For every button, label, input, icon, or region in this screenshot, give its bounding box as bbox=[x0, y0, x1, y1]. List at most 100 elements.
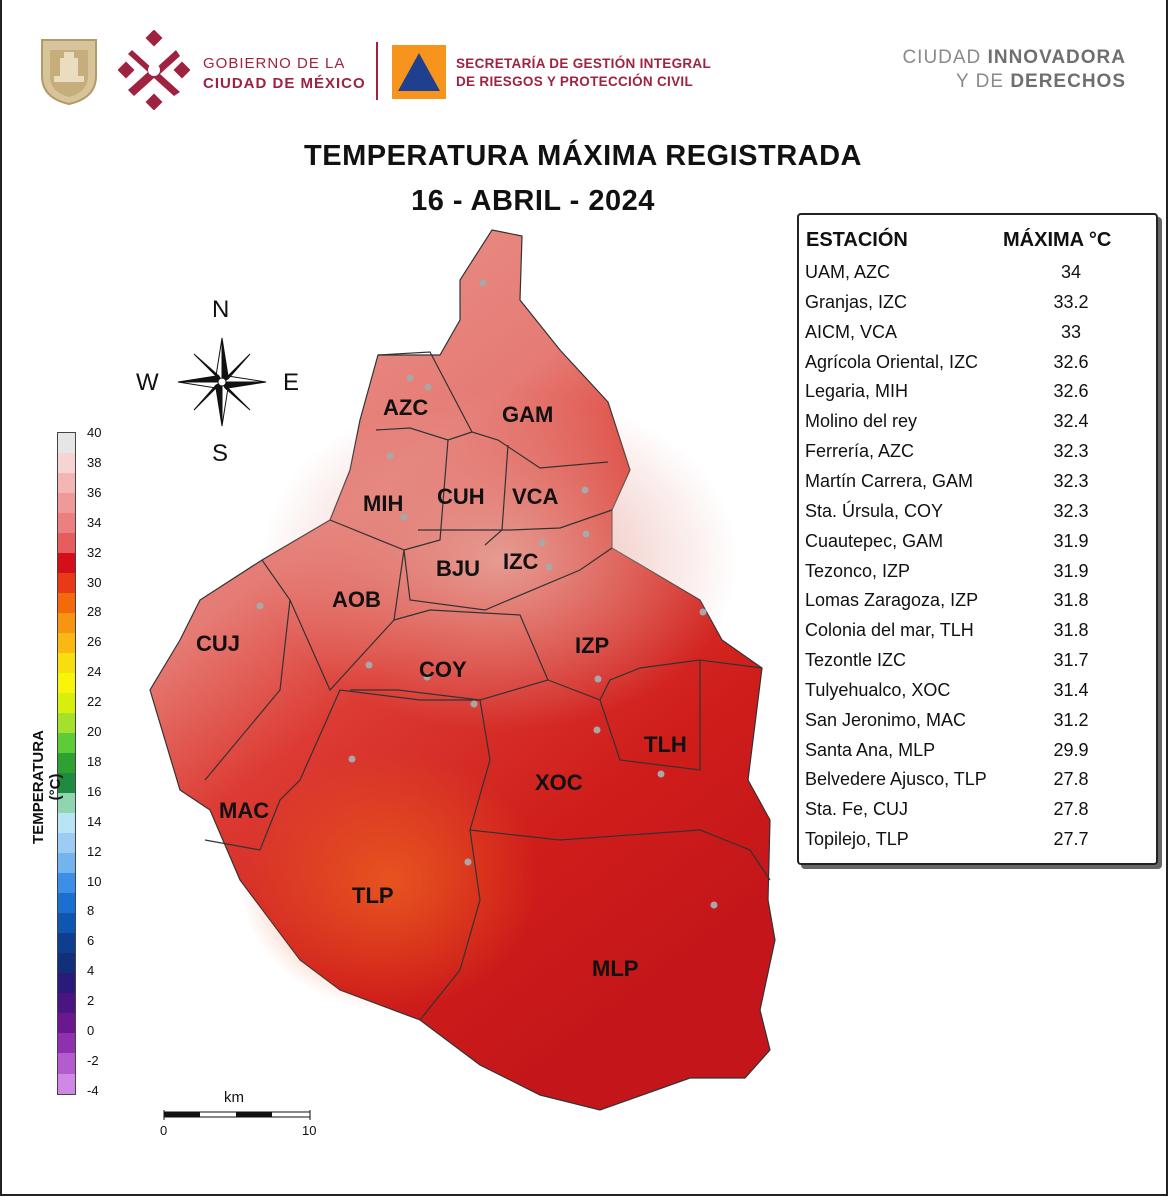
central-cool-zone bbox=[260, 390, 740, 730]
label-vca: VCA bbox=[512, 484, 559, 509]
legend-color-step bbox=[58, 713, 75, 734]
station-name: Tezontle IZC bbox=[805, 650, 907, 671]
legend-color-step bbox=[58, 513, 75, 534]
legend-color-step bbox=[58, 933, 75, 954]
station-max-temp: 32.6 bbox=[1053, 381, 1089, 402]
tlp-hot-zone bbox=[240, 750, 540, 1010]
legend-tick-label: 2 bbox=[87, 993, 95, 1009]
label-izp: IZP bbox=[575, 633, 610, 658]
legend-color-step bbox=[58, 873, 75, 894]
station-name: Tulyehualco, XOC bbox=[805, 679, 951, 700]
station-max-temp: 31.7 bbox=[1053, 650, 1089, 671]
station-max-temp: 34 bbox=[1060, 262, 1082, 282]
legend-title: TEMPERATURA (°C) bbox=[30, 730, 64, 844]
legend-tick-label: 38 bbox=[87, 454, 102, 470]
station-name: Agrícola Oriental, IZC bbox=[805, 351, 979, 372]
cdmx-coat-of-arms-icon bbox=[41, 39, 97, 106]
secretaria-line-1: SECRETARÍA DE GESTIÓN INTEGRAL bbox=[456, 56, 712, 71]
legend-tick-label: -2 bbox=[87, 1052, 99, 1068]
table-row: Martín Carrera, GAM 32.3 bbox=[805, 471, 1145, 501]
legend-color-step bbox=[58, 613, 75, 634]
legend-tick-label: 20 bbox=[87, 724, 102, 739]
station-max-temp: 32.3 bbox=[1053, 500, 1089, 521]
station-name: Lomas Zaragoza, IZP bbox=[805, 590, 979, 611]
legend-tick-label: 14 bbox=[87, 813, 102, 829]
table-row: Colonia del mar, TLH 31.8 bbox=[805, 620, 1145, 650]
legend-color-step bbox=[58, 813, 75, 834]
station-name: Ferrería, AZC bbox=[805, 441, 915, 462]
compass-east: E bbox=[283, 369, 300, 396]
legend-color-step bbox=[58, 733, 75, 754]
legend-tick-label: 4 bbox=[87, 963, 95, 979]
label-mac: MAC bbox=[219, 798, 270, 823]
secretaria-name: SECRETARÍA DE GESTIÓN INTEGRAL DE RIESGO… bbox=[456, 55, 711, 91]
gov-line-1: GOBIERNO DE LA bbox=[203, 55, 346, 72]
station-max-temp: 32.4 bbox=[1053, 411, 1089, 432]
station-max-temp: 31.4 bbox=[1053, 679, 1089, 700]
legend-color-step bbox=[58, 693, 75, 714]
legend-color-step bbox=[58, 893, 75, 914]
header-banner: GOBIERNO DE LA CIUDAD DE MÉXICO SECRETAR… bbox=[0, 0, 1170, 130]
legend-color-step bbox=[58, 1053, 75, 1074]
station-max-temp: 33.2 bbox=[1053, 291, 1089, 312]
legend-tick-label: -4 bbox=[87, 1082, 99, 1098]
legend-color-step bbox=[58, 1013, 75, 1034]
compass-rose-icon bbox=[177, 337, 267, 427]
legend-tick-label: 28 bbox=[87, 604, 102, 620]
cdmx-logo-icon bbox=[118, 30, 190, 110]
label-coy: COY bbox=[419, 657, 467, 682]
legend-tick-label: 24 bbox=[87, 664, 102, 680]
map-title: TEMPERATURA MÁXIMA REGISTRADA bbox=[304, 140, 862, 172]
label-azc: AZC bbox=[383, 395, 429, 420]
header-divider bbox=[376, 42, 378, 100]
station-max-temp: 27.8 bbox=[1053, 769, 1089, 790]
label-tlp: TLP bbox=[352, 883, 394, 908]
station-name: Belvedere Ajusco, TLP bbox=[805, 769, 987, 790]
legend-color-step bbox=[58, 773, 75, 794]
legend-tick-label: 6 bbox=[87, 933, 95, 949]
compass-south: S bbox=[212, 440, 229, 467]
legend-tick-label: 26 bbox=[87, 634, 102, 650]
station-name: Legaria, MIH bbox=[805, 381, 909, 402]
station-name: Cuautepec, GAM bbox=[805, 530, 944, 551]
table-row: Tulyehualco, XOC 31.4 bbox=[805, 680, 1145, 710]
map-date: 16 - ABRIL - 2024 bbox=[411, 185, 655, 217]
legend-color-step bbox=[58, 1073, 75, 1094]
legend-color-step bbox=[58, 953, 75, 974]
legend-color-step bbox=[58, 473, 75, 494]
table-row: AICM, VCA 33 bbox=[805, 322, 1145, 352]
legend-tick-label: 12 bbox=[87, 843, 102, 859]
table-row: Belvedere Ajusco, TLP 27.8 bbox=[805, 769, 1145, 799]
compass-north: N bbox=[212, 296, 230, 323]
legend-tick-label: 16 bbox=[87, 783, 102, 799]
station-max-temp: 31.9 bbox=[1053, 560, 1089, 581]
table-row: Santa Ana, MLP 29.9 bbox=[805, 740, 1145, 770]
station-max-temp: 27.7 bbox=[1053, 829, 1089, 850]
station-name: UAM, AZC bbox=[805, 262, 891, 282]
slogan-line-1: CIUDAD INNOVADORA bbox=[902, 47, 1126, 68]
table-row: Granjas, IZC 33.2 bbox=[805, 292, 1145, 322]
legend-tick-label: 30 bbox=[87, 574, 102, 590]
gov-line-2: CIUDAD DE MÉXICO bbox=[203, 75, 366, 92]
slogan: CIUDAD INNOVADORA Y DE DERECHOS bbox=[902, 46, 1126, 94]
station-name: Colonia del mar, TLH bbox=[805, 620, 974, 641]
legend-color-step bbox=[58, 673, 75, 694]
station-name: Santa Ana, MLP bbox=[805, 739, 936, 760]
label-cuj: CUJ bbox=[196, 631, 241, 656]
table-row: Tezontle IZC 31.7 bbox=[805, 650, 1145, 680]
weather-stations bbox=[256, 279, 718, 909]
station-name: Tezonco, IZP bbox=[805, 560, 911, 581]
station-max-temp: 32.6 bbox=[1053, 351, 1089, 372]
station-name: Sta. Úrsula, COY bbox=[805, 500, 944, 521]
scale-bar bbox=[163, 1110, 311, 1120]
label-izc: IZC bbox=[503, 549, 539, 574]
legend-tick-label: 8 bbox=[87, 903, 95, 919]
scale-start: 0 bbox=[160, 1123, 168, 1138]
station-name: AICM, VCA bbox=[805, 321, 898, 342]
legend-color-step bbox=[58, 973, 75, 994]
legend-tick-label: 10 bbox=[87, 873, 102, 889]
station-name: Topilejo, TLP bbox=[805, 829, 909, 850]
slogan-line-2: Y DE DERECHOS bbox=[956, 71, 1126, 92]
